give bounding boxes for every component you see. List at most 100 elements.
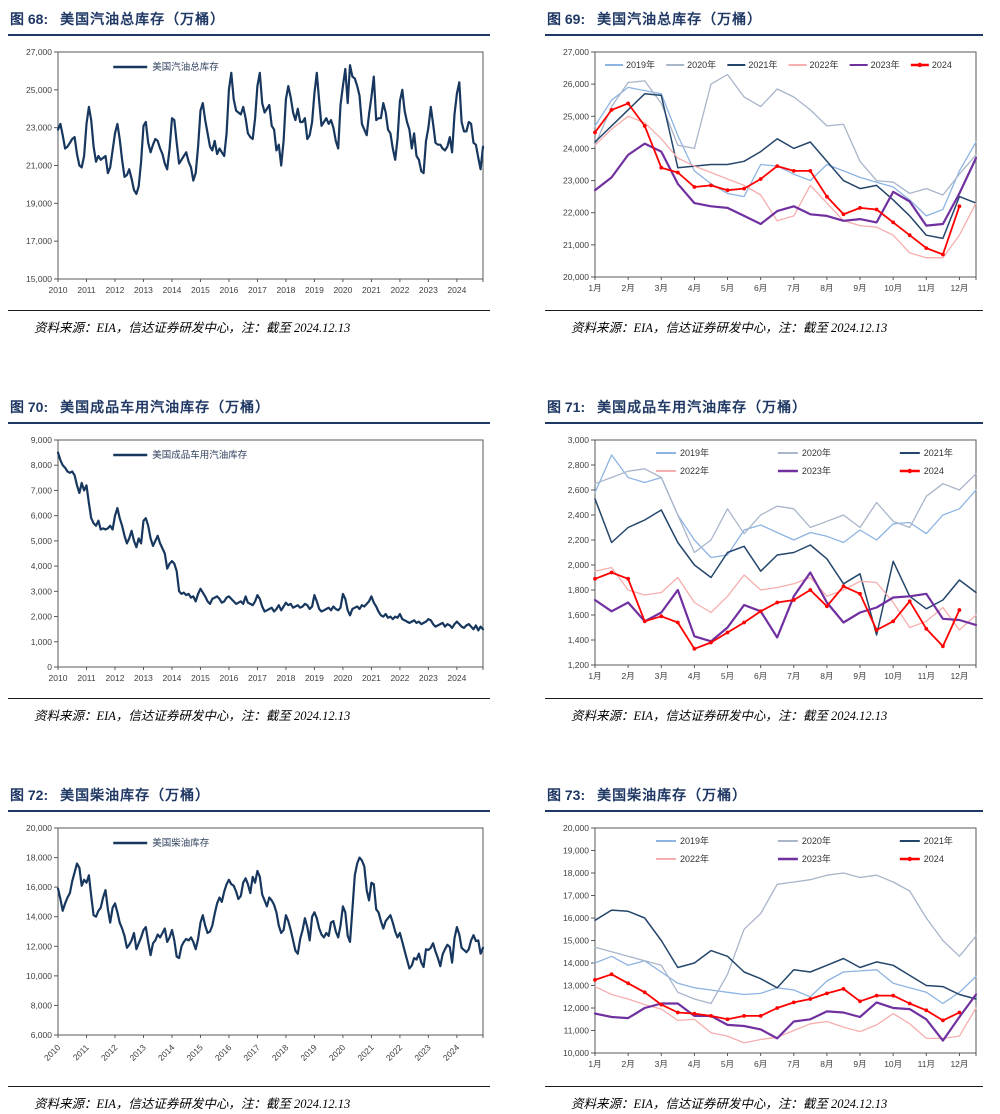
svg-text:6月: 6月	[754, 1059, 767, 1069]
figure-72-title: 图 72: 美国柴油库存（万桶）	[8, 784, 490, 812]
legend: 2019年 2020年 2021年 2022年 2023年 2024	[655, 835, 953, 864]
svg-text:2018: 2018	[276, 673, 295, 683]
svg-text:2016: 2016	[219, 673, 238, 683]
svg-text:26,000: 26,000	[563, 79, 589, 89]
svg-text:9月: 9月	[853, 283, 866, 293]
svg-text:2021年: 2021年	[924, 447, 953, 458]
figure-69-title: 图 69: 美国汽油总库存（万桶）	[545, 8, 983, 36]
legend: 美国汽油总库存	[113, 61, 219, 73]
svg-text:3,000: 3,000	[568, 435, 590, 445]
svg-text:2,600: 2,600	[568, 485, 590, 495]
svg-text:1月: 1月	[588, 283, 601, 293]
chart-svg-73: 10,000 11,000 12,000 13,000 14,000 15,000 16,0…	[563, 823, 978, 1069]
svg-text:2018: 2018	[270, 1042, 291, 1063]
svg-text:6,000: 6,000	[31, 511, 53, 521]
svg-text:2020年: 2020年	[687, 59, 716, 70]
figure-71-source-note: 资料来源：EIA，信达证券研发中心，注：截至 2024.12.13	[545, 698, 983, 726]
series-2023年	[593, 993, 978, 1042]
svg-text:16,000: 16,000	[26, 882, 52, 892]
svg-text:18,000: 18,000	[563, 868, 589, 878]
svg-text:12月: 12月	[950, 283, 968, 293]
svg-text:6月: 6月	[754, 671, 767, 681]
svg-text:27,000: 27,000	[26, 47, 52, 57]
svg-text:2022年: 2022年	[680, 465, 709, 476]
figure-68: 图 68: 美国汽油总库存（万桶） 15,000 17,000 19,000 21,0…	[8, 8, 490, 338]
svg-text:9,000: 9,000	[31, 435, 53, 445]
svg-text:14,000: 14,000	[563, 958, 589, 968]
svg-text:2,200: 2,200	[568, 535, 590, 545]
figure-70: 图 70: 美国成品车用汽油库存（万桶） 0 1,000 2,000 3,000 4,0…	[8, 396, 490, 726]
figure-73-number: 图 73:	[547, 787, 586, 803]
svg-text:2012: 2012	[99, 1042, 120, 1063]
svg-text:2020: 2020	[333, 285, 352, 295]
plot-border	[57, 827, 484, 1036]
svg-text:2011: 2011	[71, 1042, 91, 1062]
svg-text:2017: 2017	[248, 285, 267, 295]
svg-text:4月: 4月	[688, 283, 701, 293]
svg-text:3月: 3月	[655, 671, 668, 681]
chart-svg-69: 20,000 21,000 22,000 23,000 24,000 25,000 26,0…	[563, 47, 978, 293]
x-axis-ticks: 2010 2011 2012 2013 2014 2015 2016 2017 2018 2019…	[49, 667, 484, 683]
svg-text:10月: 10月	[884, 671, 902, 681]
svg-text:15,000: 15,000	[563, 936, 589, 946]
svg-text:美国汽油总库存: 美国汽油总库存	[152, 61, 219, 73]
figure-70-title: 图 70: 美国成品车用汽油库存（万桶）	[8, 396, 490, 424]
series-2022年	[594, 566, 977, 631]
svg-text:2023年: 2023年	[802, 853, 831, 864]
svg-text:2021: 2021	[355, 1042, 376, 1063]
series-2020年	[594, 872, 977, 1005]
x-axis-ticks: 1月 2月 3月 4月 5月 6月 7月 8月 9月 10月 11月 12月	[588, 665, 977, 681]
svg-text:8月: 8月	[820, 283, 833, 293]
svg-text:13,000: 13,000	[563, 981, 589, 991]
svg-text:2022年: 2022年	[680, 853, 709, 864]
svg-text:16,000: 16,000	[563, 913, 589, 923]
svg-text:2019: 2019	[305, 285, 324, 295]
chart-svg-68: 15,000 17,000 19,000 21,000 23,000 25,000 27,0…	[26, 47, 485, 295]
series-2019年	[594, 454, 977, 559]
svg-text:2019: 2019	[305, 673, 324, 683]
svg-text:2020年: 2020年	[802, 835, 831, 846]
svg-text:24,000: 24,000	[563, 143, 589, 153]
figure-68-number: 图 68:	[10, 11, 49, 27]
svg-text:2010: 2010	[42, 1042, 63, 1063]
series-2021年	[594, 909, 977, 1000]
svg-text:2015: 2015	[191, 285, 210, 295]
svg-text:4月: 4月	[688, 1059, 701, 1069]
y-axis-ticks: 20,000 21,000 22,000 23,000 24,000 25,000 26,0…	[563, 47, 595, 282]
x-axis-ticks: 2010 2011 2012 2013 2014 2015 2016 2017 2018 2019…	[42, 1035, 484, 1063]
chart-71-canvas: 1,200 1,400 1,600 1,800 2,000 2,200 2,400 2,600…	[545, 433, 983, 695]
svg-text:1,200: 1,200	[568, 660, 590, 670]
series-2024	[593, 570, 962, 651]
y-axis-ticks: 1,200 1,400 1,600 1,800 2,000 2,200 2,400 2,600…	[568, 435, 595, 670]
series-2024	[593, 972, 962, 1023]
figure-70-number: 图 70:	[10, 399, 49, 415]
svg-text:2016: 2016	[213, 1042, 234, 1063]
figure-69-title-text: 美国汽油总库存（万桶）	[597, 11, 763, 27]
svg-text:20,000: 20,000	[563, 823, 589, 833]
svg-text:2023: 2023	[419, 285, 438, 295]
svg-text:17,000: 17,000	[26, 236, 52, 246]
legend: 2019年 2020年 2021年 2022年 2023年 2024	[655, 447, 953, 476]
svg-text:7月: 7月	[787, 283, 800, 293]
svg-text:2023: 2023	[412, 1042, 433, 1063]
svg-text:2018: 2018	[276, 285, 295, 295]
x-axis-ticks: 1月 2月 3月 4月 5月 6月 7月 8月 9月 10月 11月 12月	[588, 1053, 977, 1069]
svg-text:23,000: 23,000	[26, 123, 52, 133]
figure-72-title-text: 美国柴油库存（万桶）	[60, 787, 211, 803]
svg-text:5月: 5月	[721, 283, 734, 293]
svg-text:2016: 2016	[219, 285, 238, 295]
svg-text:7月: 7月	[787, 1059, 800, 1069]
figure-71-number: 图 71:	[547, 399, 586, 415]
svg-text:2023年: 2023年	[871, 59, 900, 70]
svg-text:2022: 2022	[390, 285, 409, 295]
svg-text:美国柴油库存: 美国柴油库存	[152, 837, 210, 849]
svg-text:2,000: 2,000	[568, 560, 590, 570]
y-axis-ticks: 10,000 11,000 12,000 13,000 14,000 15,000 16,0…	[563, 823, 595, 1058]
svg-text:2022年: 2022年	[810, 59, 839, 70]
svg-text:2019年: 2019年	[680, 835, 709, 846]
svg-text:2024: 2024	[447, 673, 466, 683]
svg-text:7,000: 7,000	[31, 485, 53, 495]
svg-text:14,000: 14,000	[26, 912, 52, 922]
svg-text:2017: 2017	[248, 673, 267, 683]
figure-73-title: 图 73: 美国柴油库存（万桶）	[545, 784, 983, 812]
